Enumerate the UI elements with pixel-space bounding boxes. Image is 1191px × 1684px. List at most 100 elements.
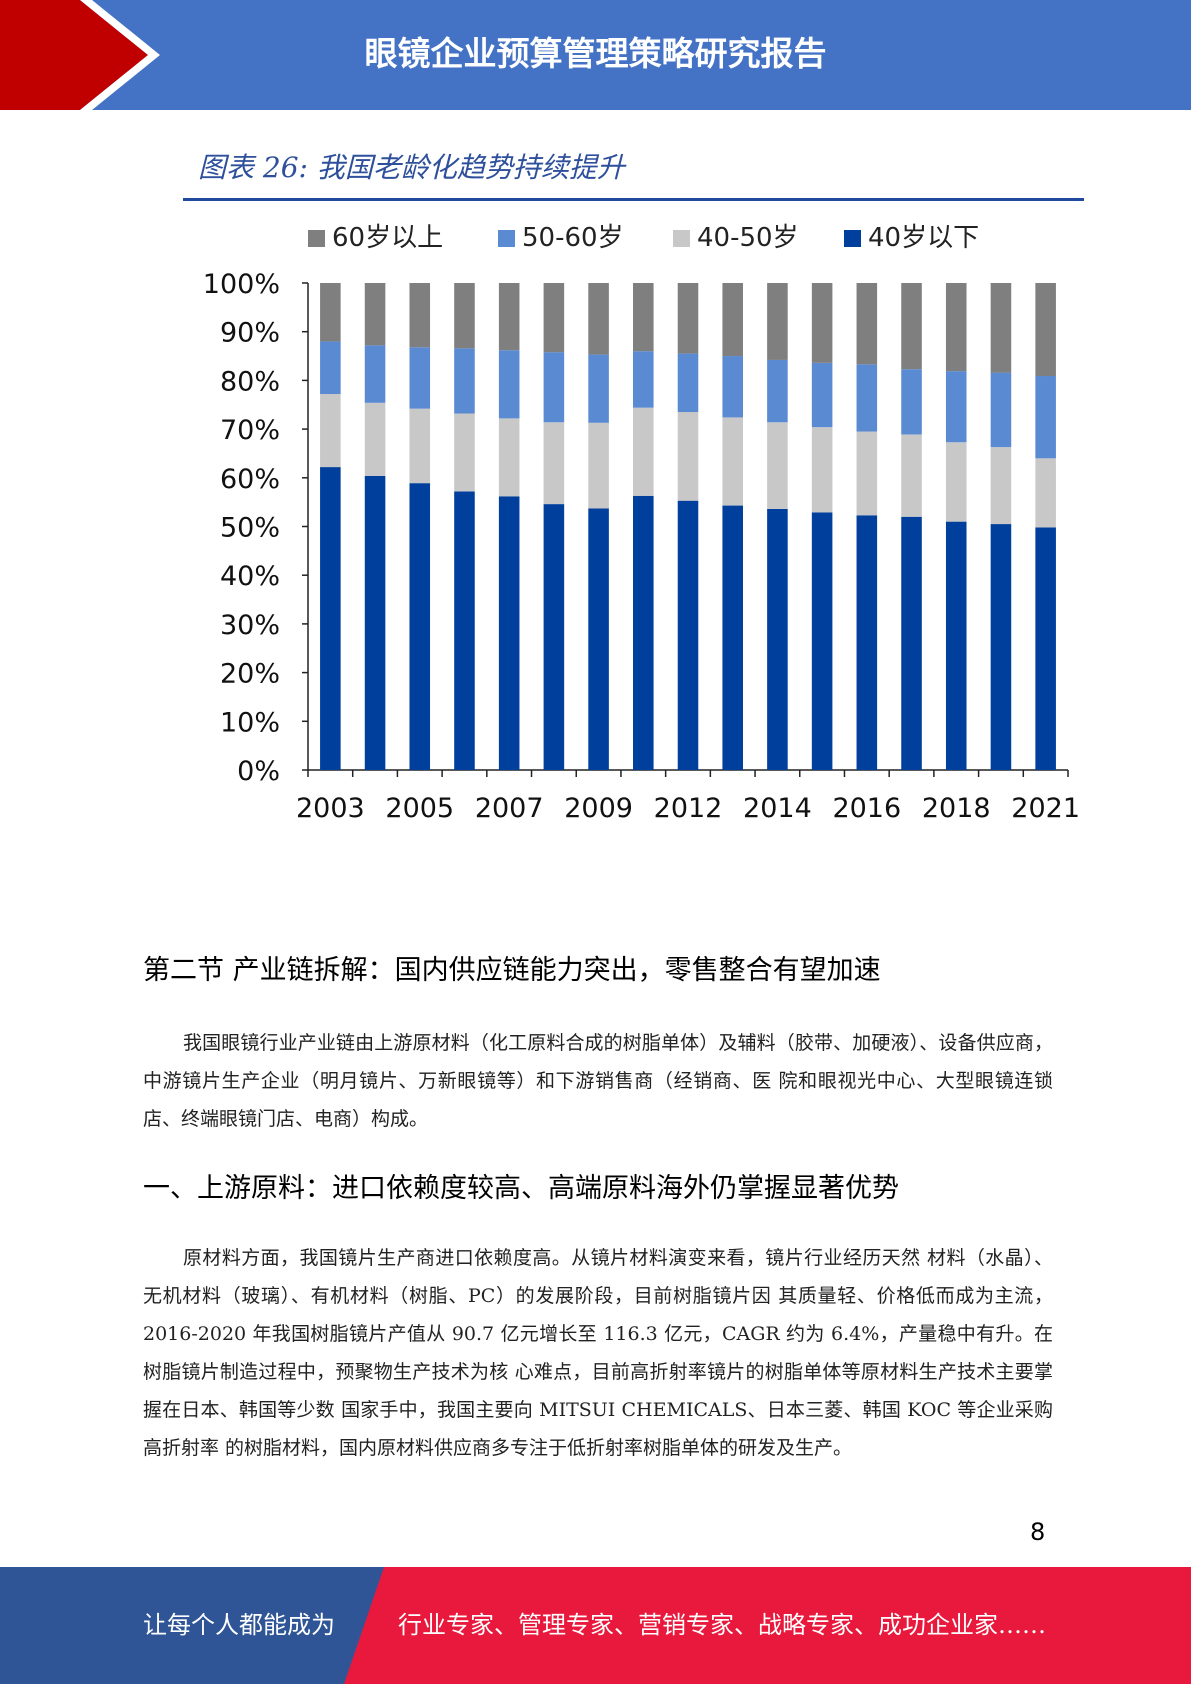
x-tick-label: 2007 [475, 793, 544, 824]
bar-segment [588, 283, 609, 355]
bar-segment [364, 475, 386, 770]
bar-segment [498, 418, 520, 497]
header-banner-graphic [0, 0, 1191, 110]
bar-segment [364, 283, 386, 346]
section-title: 第二节 产业链拆解：国内供应链能力突出，零售整合有望加速 [143, 955, 881, 986]
x-tick-label: 2016 [832, 793, 901, 824]
x-tick-label: 2018 [922, 793, 991, 824]
bar-segment [945, 521, 967, 770]
x-tick-label: 2021 [1011, 793, 1080, 824]
bar-segment [990, 283, 1012, 373]
footer-slogan-right: 行业专家、管理专家、营销专家、战略专家、成功企业家…… [398, 1611, 1046, 1639]
page-header: 眼镜企业预算管理策略研究报告 [0, 0, 1191, 110]
bar-segment [1035, 283, 1056, 377]
bar-segment [633, 351, 654, 408]
legend-swatch [308, 230, 325, 247]
bar-segment [320, 283, 341, 342]
bar-segment [1035, 458, 1056, 528]
legend-swatch [673, 230, 690, 247]
bar-segment [633, 283, 654, 352]
y-tick-label: 80% [220, 366, 280, 397]
bar-segment [364, 402, 386, 476]
page-number: 8 [1030, 1518, 1046, 1546]
bar-segment [767, 508, 788, 770]
y-tick-label: 0% [237, 756, 280, 787]
bar-segment [543, 422, 565, 505]
bar-segment [767, 422, 788, 509]
bar-segment [454, 348, 475, 414]
paragraph-industry-chain: 我国眼镜行业产业链由上游原材料（化工原料合成的树脂单体）及辅料（胶带、加硬液）、… [143, 1032, 1053, 1130]
bar-segment [901, 434, 922, 517]
bar-segment [409, 347, 431, 409]
legend-label: 50-60岁 [522, 223, 624, 253]
y-tick-label: 50% [220, 513, 280, 544]
bar-segment [588, 354, 609, 423]
legend-swatch [844, 230, 861, 247]
bar-segment [588, 422, 609, 509]
legend-label: 40岁以下 [868, 223, 979, 253]
bar-segment [767, 283, 788, 360]
page-footer: 让每个人都能成为 行业专家、管理专家、营销专家、战略专家、成功企业家…… [0, 1567, 1191, 1684]
bar-segment [677, 353, 699, 413]
bar-segment [320, 467, 341, 770]
paragraph-raw-materials: 原材料方面，我国镜片生产商进口依赖度高。从镜片材料演变来看，镜片行业经历天然 材… [143, 1247, 1053, 1459]
x-tick-label: 2009 [564, 793, 633, 824]
bar-segment [811, 427, 833, 513]
legend-label: 60岁以上 [332, 223, 443, 253]
bar-segment [856, 431, 878, 516]
stacked-bar-chart-svg: 60岁以上 50-60岁 40-50岁 40岁以下 0% 10% 20% 30% 40% 50% 6… [203, 223, 1080, 824]
bar-segment [677, 500, 699, 770]
bar-segment [498, 350, 520, 419]
bar-segment [588, 508, 609, 770]
subsection-title: 一、上游原料：进口依赖度较高、高端原料海外仍掌握显著优势 [143, 1173, 899, 1204]
y-tick-label: 30% [220, 610, 280, 641]
y-tick-label: 10% [220, 707, 280, 738]
bar-segment [1035, 527, 1056, 770]
bar-segment [633, 407, 654, 496]
bar-segment [901, 516, 922, 770]
bar-segment [856, 283, 878, 365]
bar-segment [901, 283, 922, 370]
bar-segment [722, 283, 743, 357]
bar-segment [722, 417, 743, 506]
bar-segment [1035, 376, 1056, 459]
bar-segment [543, 352, 565, 423]
bar-segment [498, 283, 520, 351]
x-tick-label: 2003 [296, 793, 365, 824]
bar-segment [677, 283, 699, 354]
y-tick-label: 40% [220, 561, 280, 592]
y-tick-label: 20% [220, 659, 280, 690]
bar-segment [454, 413, 475, 492]
bar-segment [990, 524, 1012, 770]
bar-segment [767, 359, 788, 423]
bar-segment [811, 512, 833, 770]
legend-label: 40-50岁 [697, 223, 799, 253]
bar-segment [811, 283, 833, 363]
bar-segment [409, 283, 431, 348]
y-tick-label: 90% [220, 318, 280, 349]
bar-segment [364, 345, 386, 403]
bar-segment [945, 371, 967, 443]
y-tick-label: 60% [220, 464, 280, 495]
y-tick-label: 70% [220, 415, 280, 446]
bar-segment [633, 495, 654, 770]
bar-segment [856, 515, 878, 770]
x-tick-label: 2012 [654, 793, 723, 824]
bar-segment [409, 483, 431, 770]
bar-segment [722, 505, 743, 770]
bar-segment [543, 283, 565, 353]
x-tick-label: 2014 [743, 793, 812, 824]
bar-segment [811, 362, 833, 428]
caption-divider [183, 198, 1084, 201]
y-tick-label: 100% [203, 269, 280, 300]
bar-segment [454, 491, 475, 770]
bar-segment [409, 408, 431, 484]
footer-banner-graphic [0, 1567, 1191, 1684]
bar-segment [856, 364, 878, 432]
bar-segment [990, 372, 1012, 448]
bar-segment [722, 356, 743, 418]
bar-segment [677, 412, 699, 501]
bar-segment [454, 283, 475, 349]
aging-trend-chart: 60岁以上 50-60岁 40-50岁 40岁以下 0% 10% 20% 30% 40% 50% 6… [183, 210, 1084, 850]
bar-segment [320, 341, 341, 395]
